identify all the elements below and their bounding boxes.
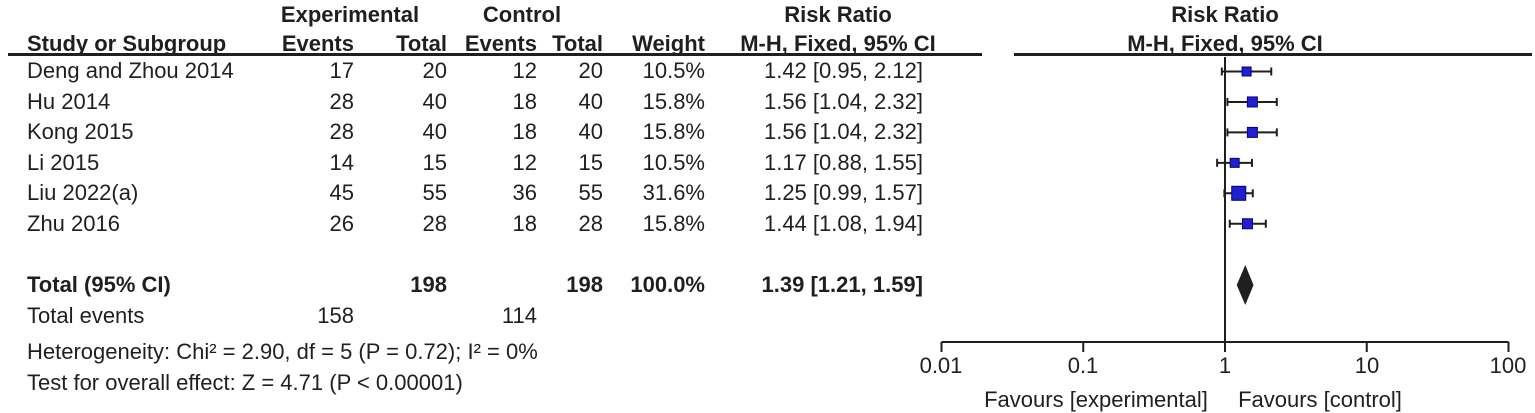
header-group-row: Experimental Control Risk Ratio Risk Rat… <box>0 2 1535 28</box>
weight: 10.5% <box>642 150 705 175</box>
col-header-study: Study or Subgroup <box>27 31 227 56</box>
header-experimental: Experimental <box>280 2 420 27</box>
col-header-events-ctrl: Events <box>464 31 537 56</box>
study-name: Liu 2022(a) <box>27 180 139 205</box>
total-events-exp: 158 <box>317 303 354 328</box>
total-ctrl: 40 <box>578 119 603 144</box>
col-header-mh-fixed-plot: M-H, Fixed, 95% CI <box>1127 31 1323 56</box>
study-row: Kong 2015 28 40 18 40 15.8% 1.56 [1.04, … <box>0 119 1535 145</box>
col-header-total-exp: Total <box>396 31 447 56</box>
study-row: Li 2015 14 15 12 15 10.5% 1.17 [0.88, 1.… <box>0 150 1535 176</box>
col-header-total-ctrl: Total <box>552 31 603 56</box>
weight: 15.8% <box>642 211 705 236</box>
study-row: Deng and Zhou 2014 17 20 12 20 10.5% 1.4… <box>0 58 1535 84</box>
events-exp: 17 <box>329 58 354 83</box>
study-name: Hu 2014 <box>27 89 111 114</box>
total-ctrl: 20 <box>578 58 603 83</box>
weight: 31.6% <box>642 180 705 205</box>
study-name: Deng and Zhou 2014 <box>27 58 234 83</box>
total-row: Total (95% CI) 198 198 100.0% 1.39 [1.21… <box>0 272 1535 298</box>
overall-effect-text: Test for overall effect: Z = 4.71 (P < 0… <box>27 370 463 395</box>
events-ctrl: 12 <box>512 58 537 83</box>
study-name: Kong 2015 <box>27 119 134 144</box>
study-name: Li 2015 <box>27 150 100 175</box>
favours-experimental-label: Favours [experimental] <box>984 387 1208 412</box>
total-ctrl: 40 <box>578 89 603 114</box>
header-underline-left <box>8 53 982 56</box>
risk-ratio-ci: 1.25 [0.99, 1.57] <box>763 180 923 205</box>
total-exp-sum: 198 <box>410 272 447 297</box>
total-events-ctrl: 114 <box>501 303 537 328</box>
total-risk-ratio-ci: 1.39 [1.21, 1.59] <box>761 272 923 297</box>
favours-control-label: Favours [control] <box>1238 387 1402 412</box>
overall-effect-row: Test for overall effect: Z = 4.71 (P < 0… <box>0 370 1535 396</box>
weight: 15.8% <box>642 89 705 114</box>
total-exp: 40 <box>422 89 447 114</box>
total-ctrl: 55 <box>578 180 603 205</box>
header-underline-right <box>1014 53 1532 56</box>
col-header-events-exp: Events <box>281 31 354 56</box>
heterogeneity-row: Heterogeneity: Chi² = 2.90, df = 5 (P = … <box>0 339 1535 365</box>
total-exp: 55 <box>422 180 447 205</box>
events-exp: 45 <box>329 180 354 205</box>
header-risk-ratio-plot: Risk Ratio <box>1171 2 1279 27</box>
total-exp: 28 <box>422 211 447 236</box>
total-weight: 100.0% <box>630 272 705 297</box>
study-row: Hu 2014 28 40 18 40 15.8% 1.56 [1.04, 2.… <box>0 89 1535 115</box>
risk-ratio-ci: 1.44 [1.08, 1.94] <box>763 211 923 236</box>
events-ctrl: 18 <box>512 89 537 114</box>
study-row: Liu 2022(a) 45 55 36 55 31.6% 1.25 [0.99… <box>0 180 1535 206</box>
total-exp: 15 <box>422 150 447 175</box>
risk-ratio-ci: 1.17 [0.88, 1.55] <box>763 150 923 175</box>
weight: 10.5% <box>642 58 705 83</box>
x-tick-label: 0.01 <box>919 353 963 378</box>
header-control: Control <box>482 2 562 27</box>
heterogeneity-text: Heterogeneity: Chi² = 2.90, df = 5 (P = … <box>27 339 538 364</box>
events-ctrl: 18 <box>512 211 537 236</box>
total-events-row: Total events 158 114 <box>0 303 1535 329</box>
risk-ratio-ci: 1.42 [0.95, 2.12] <box>763 58 923 83</box>
header-risk-ratio-text: Risk Ratio <box>784 2 892 27</box>
events-exp: 14 <box>329 150 354 175</box>
total-events-label: Total events <box>27 303 145 328</box>
total-exp: 20 <box>422 58 447 83</box>
total-ctrl-sum: 198 <box>566 272 603 297</box>
x-tick-label: 1 <box>1218 353 1232 378</box>
risk-ratio-ci: 1.56 [1.04, 2.32] <box>763 89 923 114</box>
events-ctrl: 18 <box>512 119 537 144</box>
total-exp: 40 <box>422 119 447 144</box>
col-header-weight: Weight <box>632 31 705 56</box>
x-tick-label: 100 <box>1489 353 1527 378</box>
events-ctrl: 12 <box>512 150 537 175</box>
events-exp: 26 <box>329 211 354 236</box>
events-exp: 28 <box>329 119 354 144</box>
weight: 15.8% <box>642 119 705 144</box>
total-ctrl: 28 <box>578 211 603 236</box>
events-ctrl: 36 <box>512 180 537 205</box>
total-ctrl: 15 <box>578 150 603 175</box>
risk-ratio-ci: 1.56 [1.04, 2.32] <box>763 119 923 144</box>
x-tick-label: 0.1 <box>1067 353 1099 378</box>
study-name: Zhu 2016 <box>27 211 120 236</box>
events-exp: 28 <box>329 89 354 114</box>
x-tick-label: 10 <box>1354 353 1380 378</box>
study-row: Zhu 2016 26 28 18 28 15.8% 1.44 [1.08, 1… <box>0 211 1535 237</box>
header-column-row: Study or Subgroup Events Total Events To… <box>0 31 1535 57</box>
col-header-mh-fixed-text: M-H, Fixed, 95% CI <box>740 31 936 56</box>
total-label: Total (95% CI) <box>27 272 171 297</box>
